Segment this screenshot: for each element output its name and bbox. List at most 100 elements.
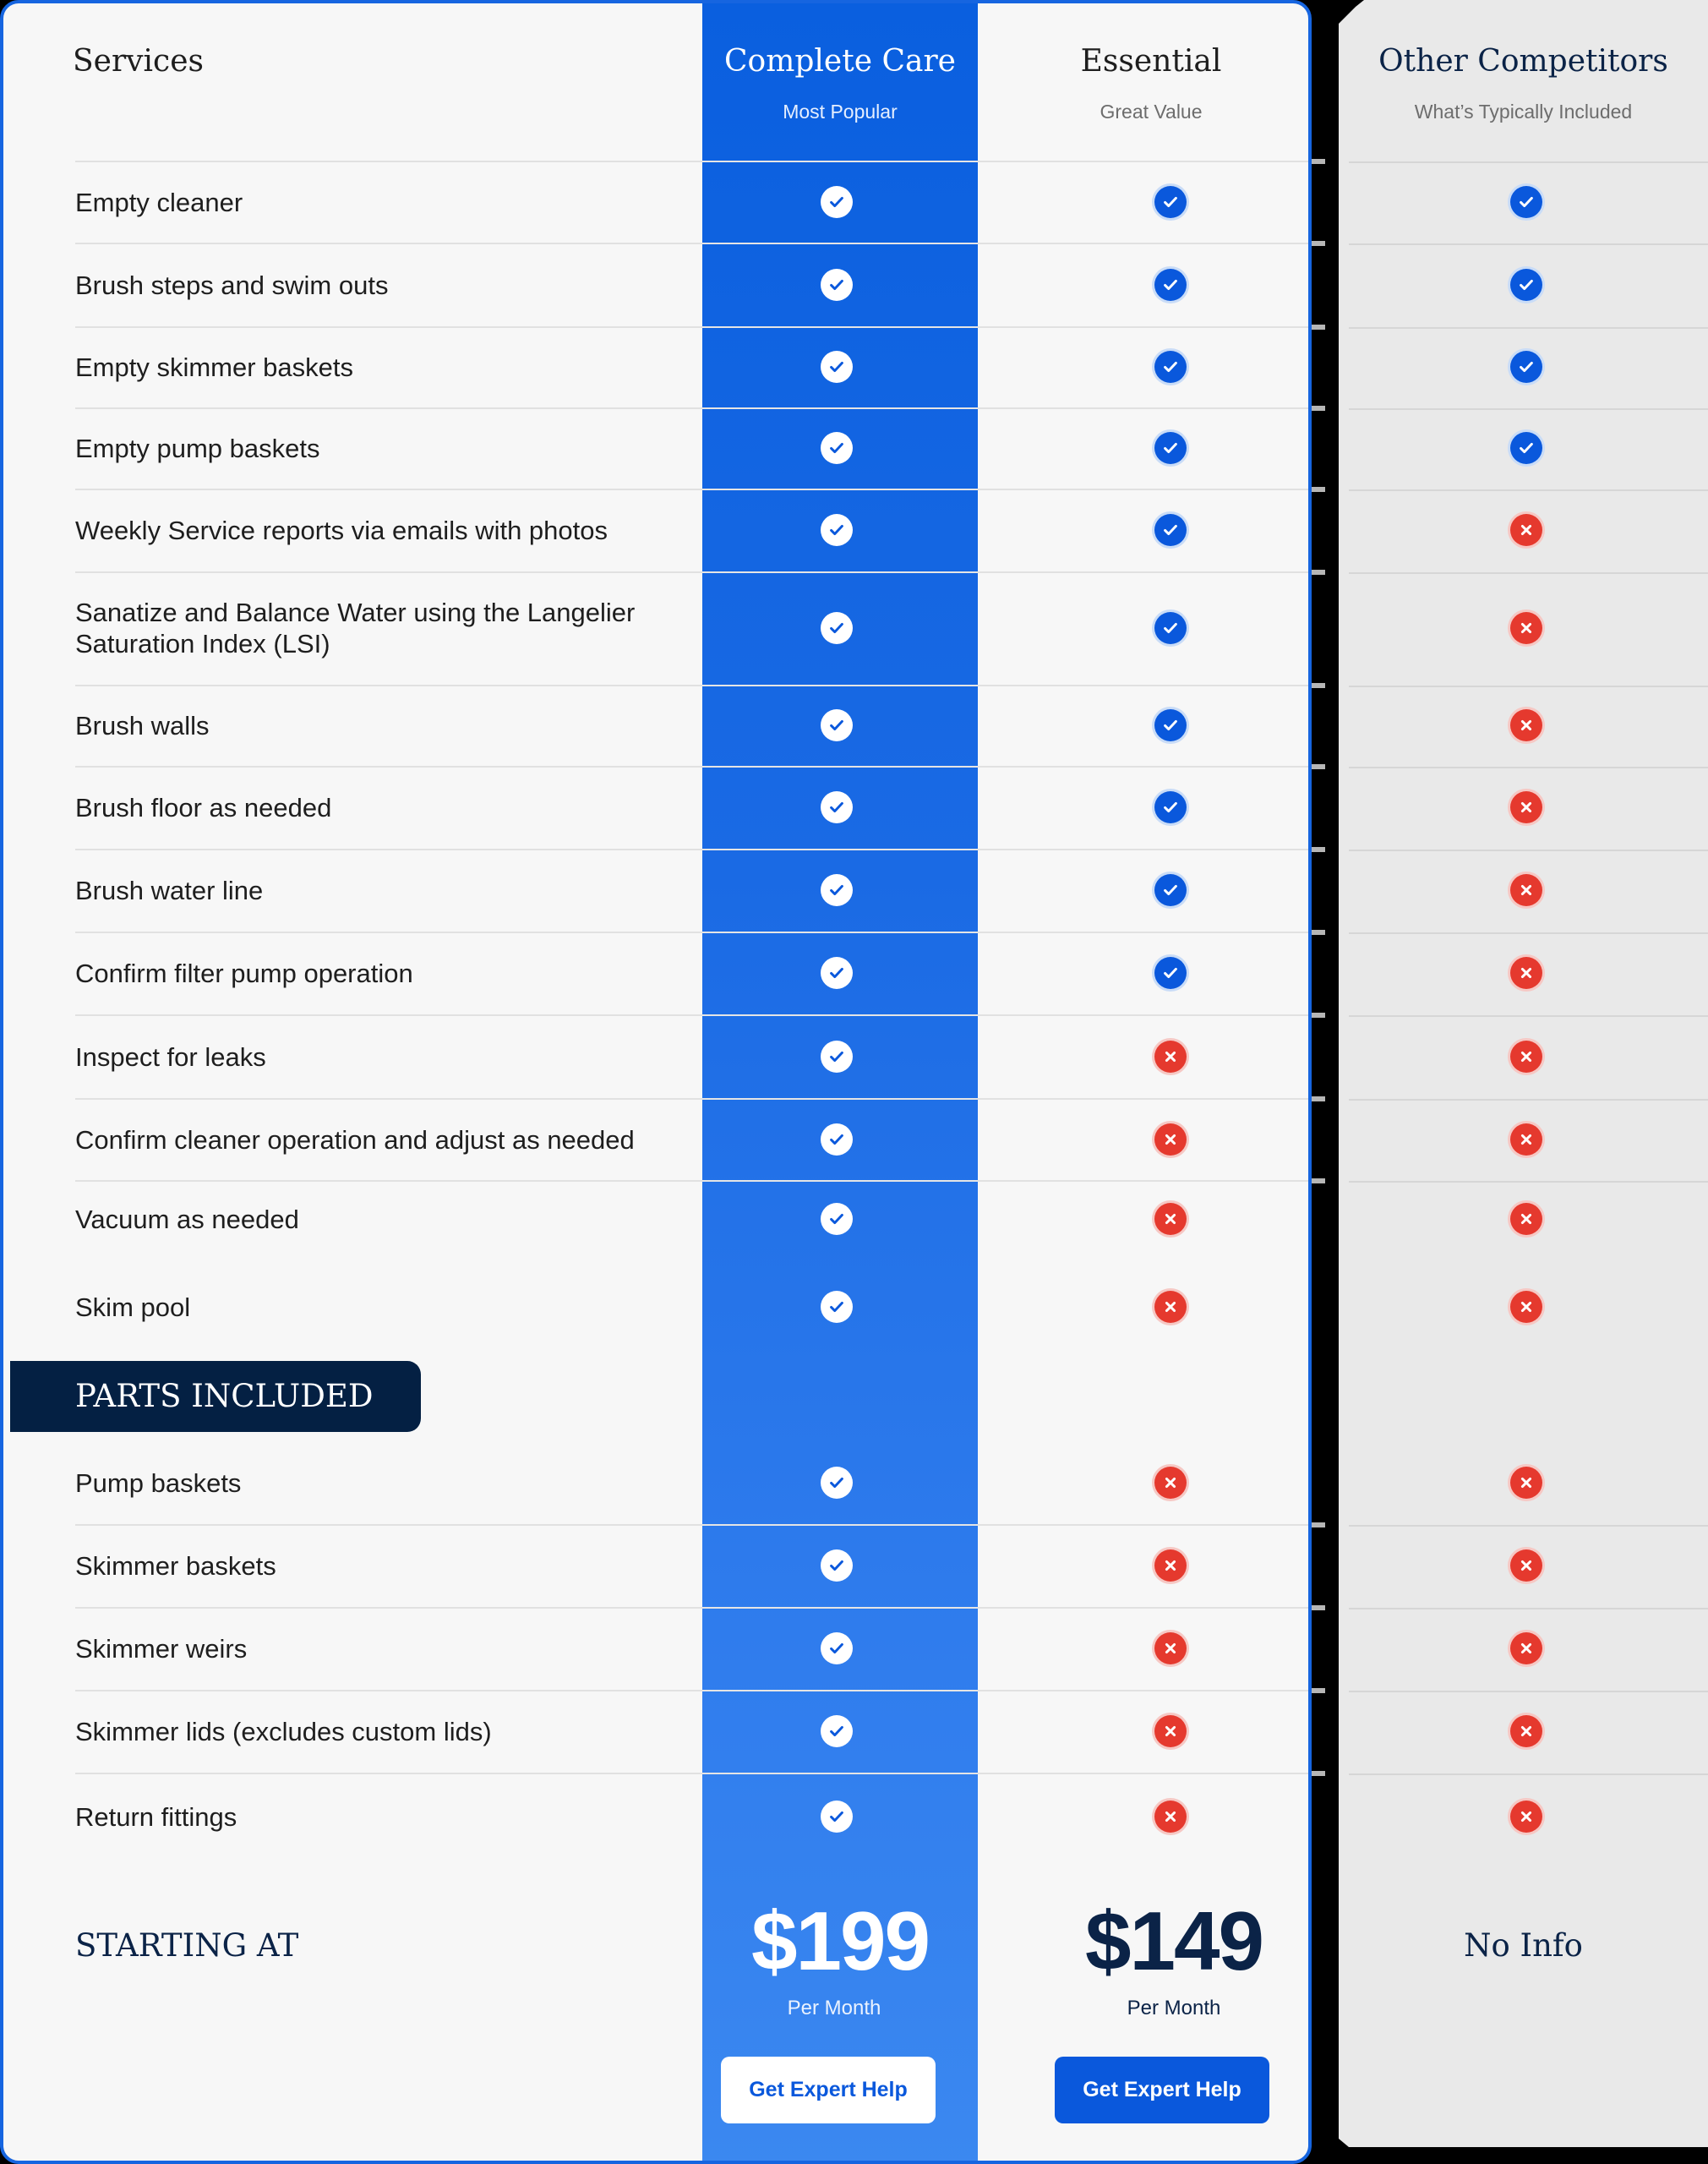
x-circle-icon (1510, 514, 1542, 546)
x-circle-icon (1510, 1041, 1542, 1073)
x-circle-icon (1510, 874, 1542, 906)
row-divider (75, 1014, 1308, 1016)
row-divider (702, 326, 978, 328)
check-circle-icon (1154, 432, 1187, 464)
check-circle-icon (821, 186, 853, 218)
row-divider (1349, 767, 1708, 768)
row-divider (702, 685, 978, 686)
complete-care-period: Per Month (787, 1997, 881, 2019)
plan-subtitle: Great Value (1100, 101, 1203, 123)
row-divider (702, 1690, 978, 1691)
row-divider (1349, 1525, 1708, 1527)
x-circle-icon (1510, 1467, 1542, 1499)
service-label: Brush walls (75, 711, 210, 740)
service-label: Return fittings (75, 1802, 237, 1832)
row-divider (75, 1524, 1308, 1526)
complete-care-get-expert-help-button[interactable]: Get Expert Help (721, 2057, 936, 2123)
x-circle-icon (1154, 1801, 1187, 1833)
check-circle-icon (821, 1801, 853, 1833)
row-divider (702, 1607, 978, 1609)
row-divider (75, 407, 1308, 409)
service-label: Sanatize and Balance Water using the Lan… (75, 598, 636, 658)
check-circle-icon (1510, 351, 1542, 383)
x-circle-icon (1154, 1123, 1187, 1156)
check-circle-icon (821, 1041, 853, 1073)
row-divider (702, 571, 978, 573)
divider-tick (1312, 1522, 1325, 1527)
check-circle-icon (1154, 791, 1187, 823)
row-divider (1349, 1608, 1708, 1609)
essential-get-expert-help-button[interactable]: Get Expert Help (1055, 2057, 1269, 2123)
services-heading: Services (73, 44, 204, 79)
check-circle-icon (821, 791, 853, 823)
essential-price: $149 (1084, 1894, 1264, 1987)
x-circle-icon (1154, 1291, 1187, 1323)
service-label: Pump baskets (75, 1468, 242, 1498)
row-divider (702, 932, 978, 933)
plan-header-competitors: Other Competitors What’s Typically Inclu… (1339, 44, 1708, 123)
row-divider (1349, 1691, 1708, 1692)
x-circle-icon (1154, 1715, 1187, 1747)
service-label: Empty skimmer baskets (75, 352, 354, 382)
row-divider (75, 1690, 1308, 1691)
service-label: Skimmer baskets (75, 1551, 276, 1581)
row-divider (1349, 1015, 1708, 1017)
row-divider (75, 243, 1308, 244)
row-divider (1349, 161, 1708, 163)
row-divider (702, 1180, 978, 1182)
x-circle-icon (1510, 957, 1542, 989)
check-circle-icon (1510, 186, 1542, 218)
divider-tick (1312, 1013, 1325, 1018)
row-divider (1349, 686, 1708, 687)
divider-tick (1312, 764, 1325, 769)
check-circle-icon (821, 1549, 853, 1582)
check-circle-icon (821, 874, 853, 906)
check-circle-icon (821, 612, 853, 644)
service-label: Skim pool (75, 1292, 191, 1322)
check-circle-icon (821, 1715, 853, 1747)
row-divider (75, 766, 1308, 768)
row-divider (1349, 572, 1708, 574)
service-label: Vacuum as needed (75, 1205, 299, 1234)
service-label: Brush water line (75, 876, 264, 905)
x-circle-icon (1154, 1632, 1187, 1664)
check-circle-icon (821, 709, 853, 741)
plan-subtitle: Most Popular (783, 101, 898, 123)
check-circle-icon (1510, 432, 1542, 464)
service-label: Skimmer lids (excludes custom lids) (75, 1717, 492, 1746)
row-divider (1349, 408, 1708, 410)
check-circle-icon (821, 269, 853, 301)
service-label: Empty cleaner (75, 188, 243, 217)
x-circle-icon (1510, 1291, 1542, 1323)
divider-tick (1312, 570, 1325, 575)
divider-tick (1312, 683, 1325, 688)
check-circle-icon (1154, 612, 1187, 644)
check-circle-icon (1154, 351, 1187, 383)
complete-care-price: $199 (750, 1894, 930, 1987)
check-circle-icon (1154, 186, 1187, 218)
check-circle-icon (1154, 957, 1187, 989)
check-circle-icon (1154, 514, 1187, 546)
x-circle-icon (1154, 1203, 1187, 1235)
row-divider (702, 243, 978, 244)
service-label: Weekly Service reports via emails with p… (75, 516, 608, 545)
row-divider (75, 1773, 1308, 1774)
x-circle-icon (1154, 1467, 1187, 1499)
row-divider (75, 489, 1308, 490)
divider-tick (1312, 159, 1325, 164)
plan-header-essential: Essential Great Value (985, 44, 1318, 123)
starting-at-label: STARTING AT (75, 1927, 299, 1964)
service-label: Empty pump baskets (75, 434, 320, 463)
service-label: Inspect for leaks (75, 1042, 266, 1072)
x-circle-icon (1154, 1041, 1187, 1073)
divider-tick (1312, 1096, 1325, 1101)
row-divider (702, 161, 978, 162)
check-circle-icon (821, 1632, 853, 1664)
row-divider (1349, 327, 1708, 329)
service-label: Confirm filter pump operation (75, 959, 413, 988)
row-divider (702, 1524, 978, 1526)
row-divider (1349, 489, 1708, 491)
divider-tick (1312, 406, 1325, 411)
divider-tick (1312, 930, 1325, 935)
comparison-card (0, 0, 1312, 2164)
